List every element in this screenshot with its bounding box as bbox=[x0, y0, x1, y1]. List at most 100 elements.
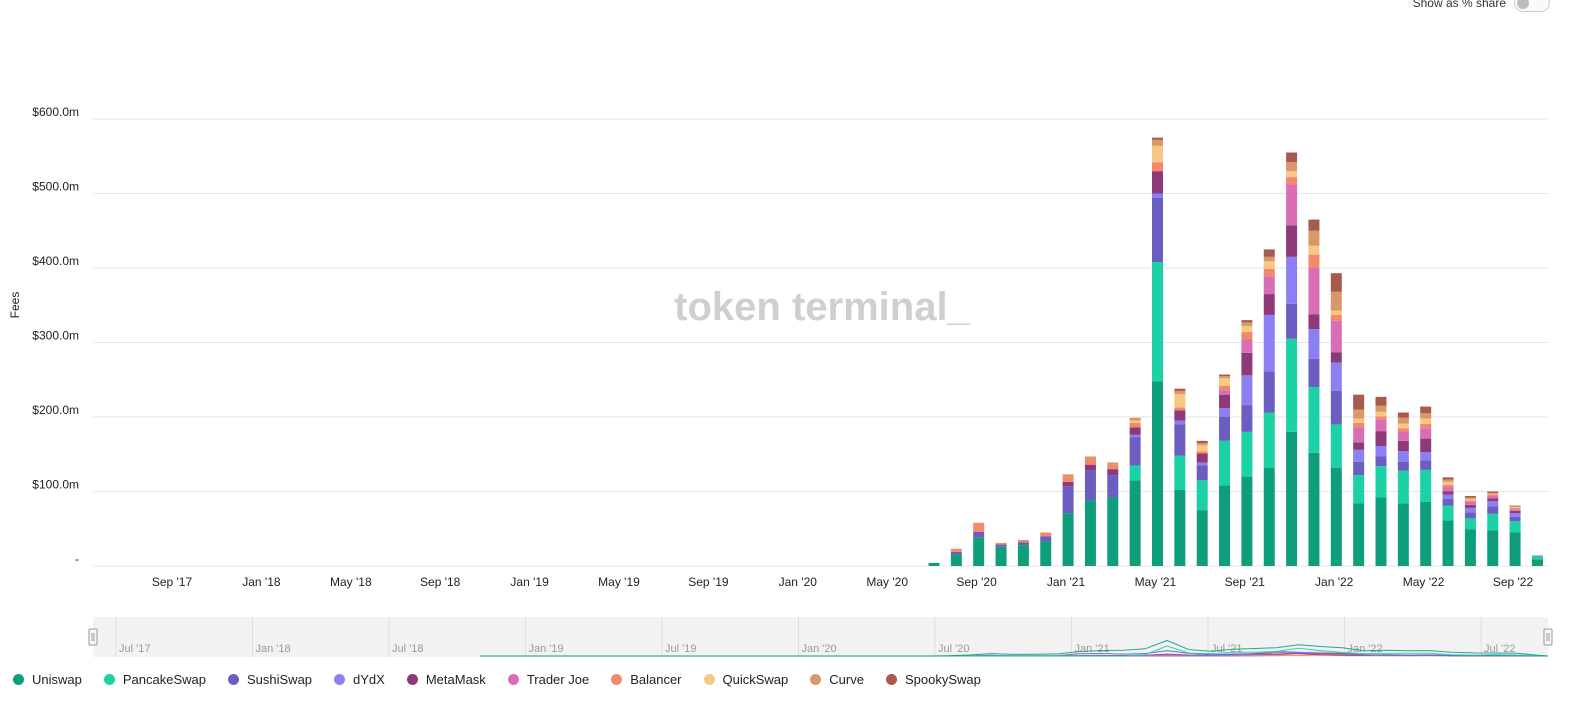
bar-segment bbox=[1420, 423, 1432, 429]
bar-segment bbox=[1464, 512, 1476, 519]
legend-label: SpookySwap bbox=[904, 672, 981, 687]
bar-segment bbox=[1420, 469, 1432, 502]
legend-swatch bbox=[334, 674, 346, 685]
bar-segment bbox=[1353, 418, 1365, 423]
bar-segment bbox=[1040, 532, 1052, 537]
bar-segment bbox=[1509, 513, 1521, 517]
bar-segment bbox=[1219, 376, 1231, 379]
bar-segment bbox=[1241, 405, 1253, 432]
bar-segment bbox=[1263, 256, 1275, 262]
bar-segment bbox=[1442, 505, 1454, 521]
share-toggle[interactable]: Show as % share bbox=[1413, 0, 1550, 12]
navigator[interactable]: Jul '17 Jan '18 Jul '18 Jan '19 Jul '19 Jan '… bbox=[88, 617, 1553, 657]
legend-item[interactable]: Balancer bbox=[611, 672, 682, 687]
x-tick-label: May '20 bbox=[866, 575, 908, 589]
bar-segment bbox=[1152, 171, 1163, 194]
bar-segment bbox=[1397, 412, 1409, 418]
navigator-labels: Jul '17 Jan '18 Jul '18 Jan '19 Jul '19 Jan '… bbox=[115, 617, 1515, 657]
bar-segment bbox=[1129, 434, 1141, 438]
bar-segment bbox=[1196, 453, 1208, 463]
legend-label: Curve bbox=[829, 672, 864, 687]
bar-segment bbox=[1219, 374, 1231, 377]
bar-segment bbox=[1330, 390, 1342, 425]
legend-item[interactable]: PancakeSwap bbox=[103, 672, 206, 687]
legend-item[interactable]: SpookySwap bbox=[885, 672, 981, 687]
legend-item[interactable]: Curve bbox=[810, 672, 864, 687]
legend-swatch bbox=[611, 674, 623, 685]
bar-segment bbox=[1129, 422, 1141, 428]
bar-segment bbox=[1330, 362, 1342, 391]
bar-segment bbox=[1152, 262, 1163, 382]
bar-segment bbox=[1330, 314, 1342, 321]
x-tick-label: Sep '20 bbox=[956, 575, 997, 589]
bar-segment bbox=[1531, 559, 1543, 566]
bar-segment bbox=[1062, 486, 1074, 514]
bar-segment bbox=[1286, 152, 1298, 163]
x-tick-label: Jan '18 bbox=[242, 575, 281, 589]
bar-segment bbox=[1129, 417, 1141, 421]
bar-segment bbox=[1241, 352, 1253, 376]
bar-segment bbox=[1420, 452, 1432, 461]
legend-item[interactable]: Trader Joe bbox=[507, 672, 590, 687]
bar-segment bbox=[1442, 477, 1454, 480]
bar-segment bbox=[1308, 219, 1320, 231]
bar-segment bbox=[995, 542, 1007, 545]
bar-segment bbox=[1420, 460, 1432, 470]
bar-segment bbox=[1107, 497, 1119, 566]
bar-segment bbox=[1308, 314, 1320, 330]
legend-label: Trader Joe bbox=[526, 672, 590, 687]
bar-segment bbox=[1397, 440, 1409, 452]
bar-segment bbox=[1241, 431, 1253, 477]
bar-segment bbox=[1442, 491, 1454, 495]
y-axis-ticks: - $100.0m $200.0m $300.0m $400.0m $500.0m $600… bbox=[32, 105, 79, 566]
legend-item[interactable]: Uniswap bbox=[13, 672, 82, 687]
bar-segment bbox=[1397, 503, 1409, 566]
bar-segment bbox=[1353, 503, 1365, 566]
bar-segment bbox=[1129, 427, 1141, 435]
fees-chart: token terminal_ Fees - $100.0m $200.0m $300… bbox=[8, 105, 1553, 657]
y-tick-label: $300.0m bbox=[32, 329, 79, 343]
bar-segment bbox=[1196, 445, 1208, 452]
bar-segment bbox=[1107, 475, 1119, 498]
bar-segment bbox=[1308, 452, 1320, 566]
legend-item[interactable]: dYdX bbox=[334, 672, 385, 687]
bar-segment bbox=[1084, 456, 1096, 460]
navigator-label: Jul '22 bbox=[1484, 643, 1515, 655]
bar-segment bbox=[1219, 440, 1231, 486]
bar-segment bbox=[1509, 507, 1521, 508]
bar-segment bbox=[1174, 455, 1186, 491]
bar-segment bbox=[1509, 509, 1521, 511]
bar-segment bbox=[1464, 500, 1476, 502]
bar-segment bbox=[1263, 467, 1275, 566]
x-tick-label: Jan '19 bbox=[510, 575, 549, 589]
legend-item[interactable]: QuickSwap bbox=[703, 672, 788, 687]
bar-segment bbox=[1353, 461, 1365, 476]
navigator-label: Jul '17 bbox=[119, 643, 150, 655]
navigator-label: Jul '18 bbox=[392, 643, 423, 655]
bar-segment bbox=[1330, 467, 1342, 566]
bar-segment bbox=[1353, 409, 1365, 419]
navigator-left-handle[interactable] bbox=[88, 628, 98, 646]
bar-segment bbox=[1196, 443, 1208, 446]
bar-segment bbox=[1464, 507, 1476, 513]
bar-segment bbox=[1509, 516, 1521, 522]
navigator-right-handle[interactable] bbox=[1543, 628, 1553, 646]
legend-item[interactable]: MetaMask bbox=[406, 672, 486, 687]
bar-segment bbox=[1442, 487, 1454, 492]
bar-segment bbox=[1263, 276, 1275, 295]
bar-segment bbox=[1308, 254, 1320, 268]
legend-label: Balancer bbox=[630, 672, 682, 687]
bar-segment bbox=[1263, 314, 1275, 372]
bar-segment bbox=[950, 554, 962, 566]
legend: Uniswap PancakeSwap SushiSwap dYdX MetaMask T… bbox=[13, 672, 1003, 687]
bar-segment bbox=[1375, 419, 1387, 432]
watermark: token terminal_ bbox=[674, 285, 970, 329]
bar-segment bbox=[1464, 518, 1476, 530]
bar-segment bbox=[1308, 387, 1320, 453]
navigator-series bbox=[480, 640, 1549, 657]
navigator-label: Jan '21 bbox=[1075, 643, 1110, 655]
bar-segment bbox=[1397, 470, 1409, 504]
bar-segment bbox=[1286, 184, 1298, 226]
legend-item[interactable]: SushiSwap bbox=[227, 672, 312, 687]
bar-segment bbox=[1286, 177, 1298, 185]
